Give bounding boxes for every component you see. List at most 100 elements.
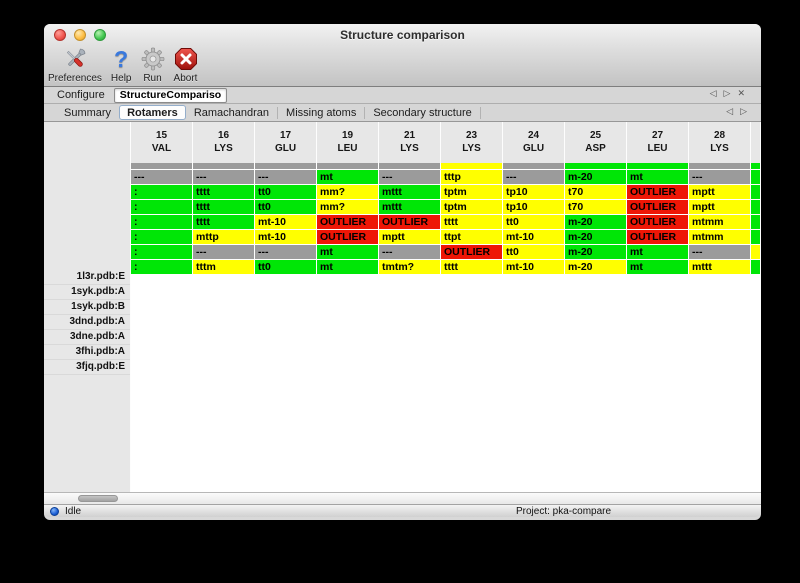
run-button[interactable]: Run [141,46,165,84]
pane-back-arrow[interactable]: ◁ [709,89,717,99]
column-header[interactable]: 19 LEU [317,122,379,163]
table-cell[interactable]: tt0 [255,200,317,215]
table-cell[interactable]: mptt [689,185,751,200]
table-cell[interactable]: m-20 [565,260,627,275]
row-label[interactable]: 3dnd.pdb:A [44,315,130,330]
table-cell[interactable]: tt0 [255,260,317,275]
pane-close-icon[interactable]: ✕ [737,89,745,99]
table-cell[interactable]: tttp [441,170,503,185]
column-header[interactable]: 27 LEU [627,122,689,163]
table-cell[interactable]: mttt [689,260,751,275]
close-window-button[interactable] [54,29,66,41]
table-cell[interactable]: m-20 [565,215,627,230]
table-cell[interactable]: : [131,215,193,230]
table-cell[interactable]: OUTLIER [627,215,689,230]
table-cell[interactable]: tttt [193,200,255,215]
tab-ramachandran[interactable]: Ramachandran [193,106,270,119]
table-cell[interactable]: mt-10 [255,230,317,245]
table-cell[interactable]: --- [689,170,751,185]
table-cell[interactable]: --- [193,170,255,185]
table-cell[interactable]: --- [131,170,193,185]
table-cell[interactable]: m-20 [565,245,627,260]
table-cell[interactable]: t70 [565,185,627,200]
table-cell[interactable]: OUTLIER [317,215,379,230]
table-cell[interactable]: mt-10 [255,215,317,230]
table-cell[interactable]: tt0 [503,245,565,260]
table-cell[interactable]: OUTLIER [627,230,689,245]
table-cell[interactable]: tp10 [503,185,565,200]
table-cell[interactable]: tmtm? [379,260,441,275]
table-cell[interactable]: OUTLIER [627,185,689,200]
table-cell[interactable]: mt-10 [503,260,565,275]
column-header[interactable]: 23 LYS [441,122,503,163]
row-label[interactable]: 3fjq.pdb:E [44,360,130,375]
table-cell[interactable]: tptm [441,185,503,200]
table-cell[interactable]: t70 [565,200,627,215]
tab-secondary-structure[interactable]: Secondary structure [373,106,472,119]
table-cell[interactable]: : [131,245,193,260]
table-cell[interactable]: tttt [193,215,255,230]
table-cell[interactable]: tptm [441,200,503,215]
table-cell[interactable]: OUTLIER [379,215,441,230]
preferences-button[interactable]: Preferences [48,46,102,84]
row-label[interactable]: 1syk.pdb:A [44,285,130,300]
tab-summary[interactable]: Summary [64,106,112,119]
table-cell[interactable]: --- [193,245,255,260]
table-cell[interactable]: mttp [193,230,255,245]
table-cell[interactable]: --- [255,170,317,185]
table-cell[interactable]: : [131,230,193,245]
row-label[interactable]: 3fhi.pdb:A [44,345,130,360]
tab-missing-atoms[interactable]: Missing atoms [286,106,357,119]
table-cell[interactable]: mptt [379,230,441,245]
column-header[interactable]: 25 ASP [565,122,627,163]
column-header[interactable]: 28 LYS [689,122,751,163]
table-cell[interactable]: mt [627,170,689,185]
table-cell[interactable]: mt [627,245,689,260]
pane-forward-arrow[interactable]: ▷ [723,89,731,99]
configure-name-input[interactable] [113,87,227,103]
column-header[interactable]: 24 GLU [503,122,565,163]
column-header[interactable]: 15 VAL [131,122,193,163]
table-cell[interactable]: --- [379,170,441,185]
table-cell[interactable]: mtmm [689,215,751,230]
table-cell[interactable]: tttm [193,260,255,275]
table-cell[interactable]: mt [317,170,379,185]
table-cell[interactable]: mt [627,260,689,275]
table-cell[interactable]: tt0 [503,215,565,230]
column-header[interactable]: 16 LYS [193,122,255,163]
table-cell[interactable]: : [131,185,193,200]
table-cell[interactable]: mt-10 [503,230,565,245]
row-label[interactable]: 1l3r.pdb:E [44,270,130,285]
scrollbar-thumb[interactable] [78,495,118,502]
table-cell[interactable]: mt [317,245,379,260]
table-cell[interactable]: ttpt [441,230,503,245]
tab-rotamers[interactable]: Rotamers [119,105,186,120]
tab-scroll-right-arrow[interactable]: ▷ [740,107,747,117]
table-cell[interactable]: m-20 [565,230,627,245]
minimize-window-button[interactable] [74,29,86,41]
column-header[interactable]: 17 GLU [255,122,317,163]
table-cell[interactable]: mtmm [689,230,751,245]
title-bar[interactable]: Structure comparison [44,24,761,46]
table-cell[interactable]: : [131,200,193,215]
table-cell[interactable]: m-20 [565,170,627,185]
table-cell[interactable]: mm? [317,200,379,215]
table-cell[interactable]: tt0 [255,185,317,200]
table-cell[interactable]: OUTLIER [441,245,503,260]
table-cell[interactable]: mptt [689,200,751,215]
horizontal-scrollbar[interactable] [44,492,761,504]
table-cell[interactable]: tp10 [503,200,565,215]
table-cell[interactable]: tttt [441,260,503,275]
table-cell[interactable]: --- [689,245,751,260]
row-label[interactable]: 1syk.pdb:B [44,300,130,315]
table-cell[interactable]: : [131,260,193,275]
tab-scroll-left-arrow[interactable]: ◁ [726,107,734,117]
table-cell[interactable]: --- [255,245,317,260]
zoom-window-button[interactable] [94,29,106,41]
table-cell[interactable]: OUTLIER [627,200,689,215]
table-cell[interactable]: mttt [379,185,441,200]
column-header[interactable]: 21 LYS [379,122,441,163]
table-cell[interactable]: OUTLIER [317,230,379,245]
table-cell[interactable]: tttt [441,215,503,230]
table-cell[interactable]: mttt [379,200,441,215]
